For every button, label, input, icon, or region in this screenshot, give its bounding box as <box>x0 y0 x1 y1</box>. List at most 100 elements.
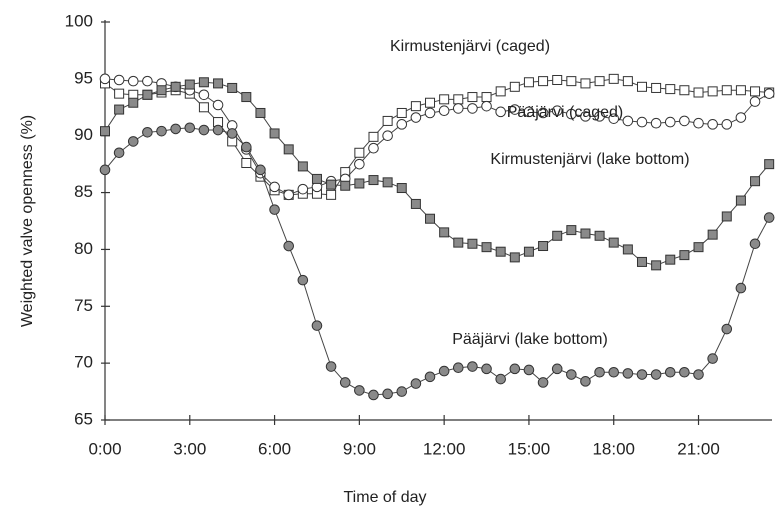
point <box>425 97 436 108</box>
point <box>453 237 464 248</box>
point <box>241 92 252 103</box>
point <box>608 366 620 378</box>
point <box>128 97 139 108</box>
point <box>763 212 775 223</box>
x-axis-label: Time of day <box>344 489 427 506</box>
point <box>283 189 295 201</box>
x-tick-label: 18:00 <box>592 439 635 458</box>
point <box>467 103 478 114</box>
point <box>439 94 450 105</box>
point <box>255 107 266 118</box>
x-tick-label: 9:00 <box>343 439 376 458</box>
point <box>551 105 563 116</box>
point <box>707 119 718 130</box>
point <box>523 106 535 118</box>
point <box>735 85 746 96</box>
point <box>382 115 393 126</box>
point <box>481 100 492 112</box>
point <box>679 85 690 96</box>
point <box>354 178 365 189</box>
point <box>580 376 591 387</box>
y-tick-label: 85 <box>74 182 93 201</box>
point <box>636 369 648 380</box>
y-tick-label: 100 <box>65 11 93 30</box>
point <box>170 81 181 92</box>
point <box>693 87 704 98</box>
point <box>410 378 422 389</box>
point <box>467 361 478 372</box>
point <box>721 211 732 222</box>
point <box>693 242 704 253</box>
point <box>283 240 295 252</box>
point <box>382 388 393 400</box>
point <box>665 254 676 265</box>
point <box>481 363 492 375</box>
point <box>679 250 690 261</box>
point <box>566 369 577 380</box>
point <box>213 78 224 89</box>
y-tick-label: 65 <box>74 409 93 428</box>
point <box>410 112 422 123</box>
point <box>538 241 549 252</box>
point <box>198 77 209 88</box>
point <box>212 124 224 136</box>
point <box>622 76 633 87</box>
point <box>184 79 195 90</box>
point <box>552 74 563 85</box>
point <box>664 366 676 378</box>
point <box>551 363 563 375</box>
point <box>113 74 125 86</box>
y-axis-label: Weighted valve openness (%) <box>19 115 36 327</box>
point <box>594 76 605 87</box>
point <box>354 385 365 396</box>
point <box>495 106 506 118</box>
point <box>99 164 111 176</box>
point <box>198 102 209 113</box>
x-tick-label: 6:00 <box>258 439 291 458</box>
x-tick-label: 3:00 <box>173 439 206 458</box>
point <box>114 104 125 115</box>
point <box>127 75 139 87</box>
point <box>763 88 775 99</box>
point <box>750 86 761 97</box>
point <box>750 176 761 187</box>
point <box>297 274 309 286</box>
point <box>509 252 520 263</box>
point <box>255 164 266 176</box>
point <box>608 113 620 124</box>
point <box>608 73 619 84</box>
point <box>311 320 323 331</box>
point <box>269 181 280 193</box>
point <box>580 228 591 239</box>
point <box>594 230 605 241</box>
point <box>439 227 450 238</box>
point <box>326 179 337 190</box>
y-tick-label: 95 <box>74 68 93 87</box>
point <box>410 101 421 112</box>
point <box>354 147 365 158</box>
point <box>241 141 252 153</box>
y-tick-label: 90 <box>74 125 93 144</box>
point <box>538 76 549 87</box>
point <box>396 119 408 130</box>
point <box>749 238 761 250</box>
point <box>721 85 732 96</box>
point <box>297 161 308 172</box>
point <box>368 389 379 401</box>
point <box>368 175 379 186</box>
point <box>340 180 351 191</box>
point <box>269 204 280 215</box>
point <box>622 115 634 127</box>
point <box>453 94 464 105</box>
point <box>651 260 662 271</box>
point <box>537 107 549 119</box>
point <box>693 369 704 380</box>
point <box>764 159 775 170</box>
point <box>142 75 153 87</box>
point <box>142 89 153 100</box>
point <box>424 371 436 383</box>
point <box>227 82 238 93</box>
point <box>100 126 110 137</box>
point <box>523 246 534 257</box>
y-tick-label: 70 <box>74 353 93 372</box>
